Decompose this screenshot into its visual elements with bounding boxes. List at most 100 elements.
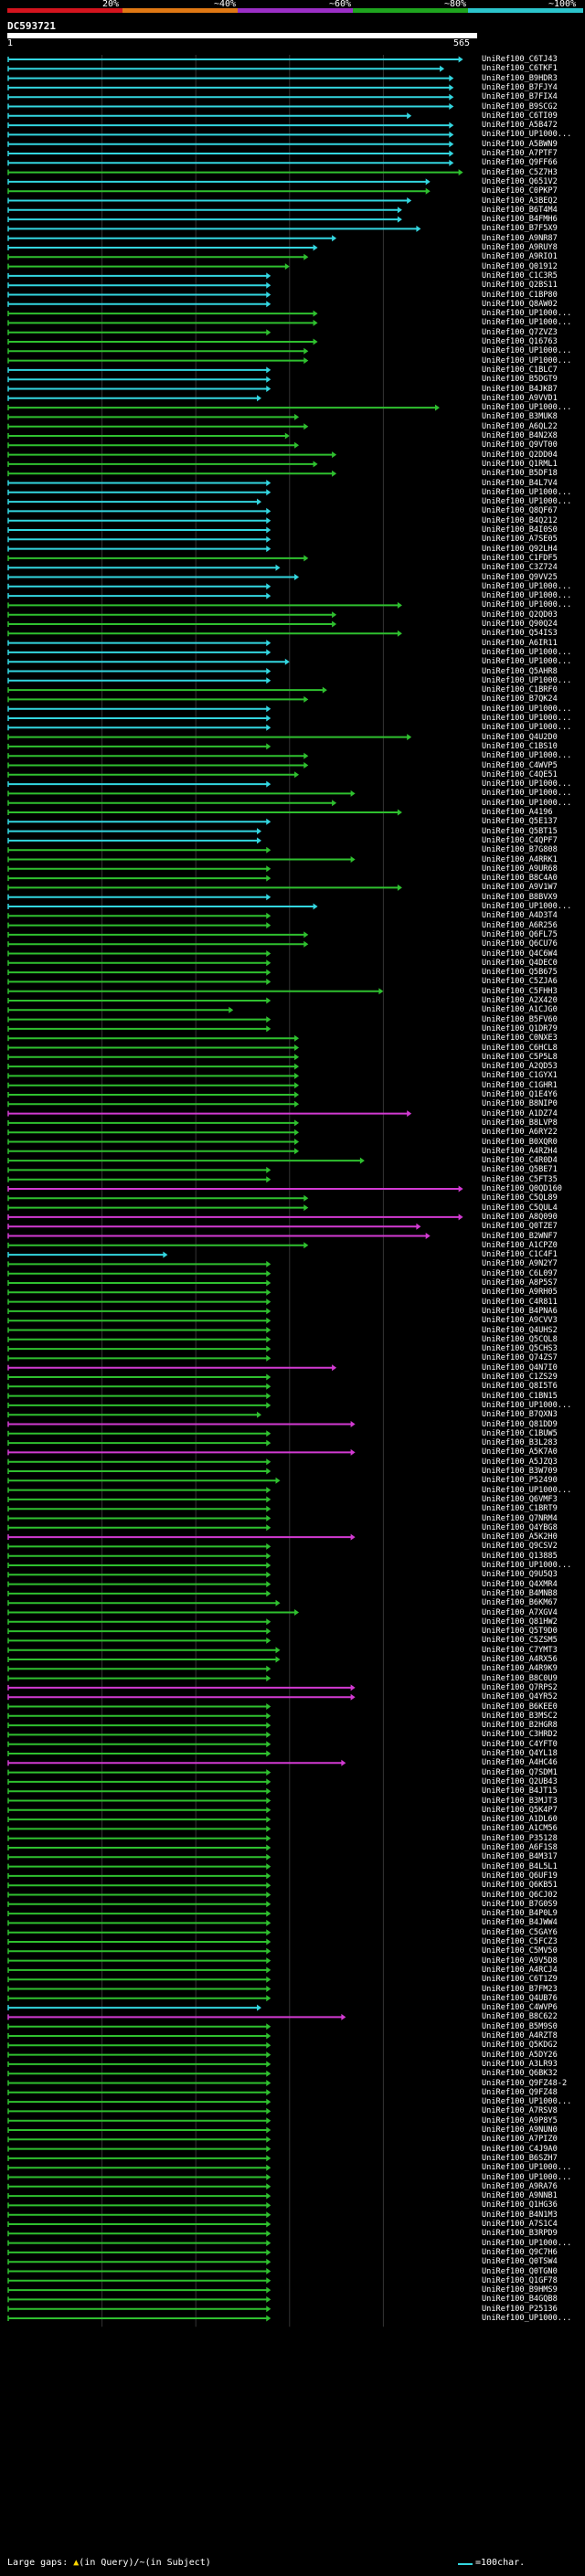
hit-row[interactable] (7, 386, 271, 392)
hit-row[interactable] (7, 1448, 356, 1456)
hit-row[interactable] (7, 931, 309, 938)
hit-label[interactable]: UniRef100_UP1000... (482, 2314, 572, 2323)
hit-row[interactable] (7, 1279, 271, 1287)
hit-label[interactable]: UniRef100_B4JKB7 (482, 384, 558, 394)
hit-label[interactable]: UniRef100_C1FDF5 (482, 553, 558, 563)
hit-label[interactable]: UniRef100_A6RY22 (482, 1128, 558, 1138)
hit-row[interactable] (7, 404, 440, 411)
hit-row[interactable] (7, 1995, 271, 2002)
hit-row[interactable] (7, 1373, 271, 1381)
hit-label[interactable]: UniRef100_A9V5D8 (482, 1956, 558, 1966)
hit-label[interactable]: UniRef100_B4FMH6 (482, 215, 558, 225)
hit-label[interactable]: UniRef100_A6IR11 (482, 638, 558, 648)
hit-row[interactable] (7, 1825, 271, 1832)
hit-row[interactable] (7, 780, 271, 788)
hit-row[interactable] (7, 1609, 300, 1616)
hit-label[interactable]: UniRef100_A7XGV4 (482, 1607, 558, 1617)
hit-row[interactable] (7, 1929, 271, 1936)
hit-row[interactable] (7, 1797, 271, 1804)
hit-label[interactable]: UniRef100_UP1000... (482, 779, 572, 790)
hit-row[interactable] (7, 1562, 271, 1569)
hit-row[interactable] (7, 187, 431, 195)
hit-row[interactable] (7, 1844, 271, 1851)
hit-label[interactable]: UniRef100_C5Z7H3 (482, 167, 558, 177)
hit-label[interactable]: UniRef100_C4J9A0 (482, 2144, 558, 2154)
hit-row[interactable] (7, 790, 356, 797)
hit-label[interactable]: UniRef100_Q6VMF3 (482, 1494, 558, 1504)
hit-row[interactable] (7, 1308, 271, 1315)
hit-label[interactable]: UniRef100_Q6CU76 (482, 939, 558, 949)
hit-label[interactable]: UniRef100_B4Q212 (482, 515, 558, 525)
hit-row[interactable] (7, 2041, 271, 2049)
hit-row[interactable] (7, 649, 271, 656)
hit-row[interactable] (7, 292, 271, 298)
hit-row[interactable] (7, 2089, 271, 2096)
hit-label[interactable]: UniRef100_C4QE51 (482, 769, 558, 779)
hit-row[interactable] (7, 818, 271, 825)
hit-row[interactable] (7, 837, 262, 844)
hit-row[interactable] (7, 1411, 262, 1418)
hit-label[interactable]: UniRef100_Q01912 (482, 261, 558, 271)
hit-row[interactable] (7, 432, 290, 440)
hit-row[interactable] (7, 1571, 271, 1578)
hit-row[interactable] (7, 592, 271, 599)
hit-row[interactable] (7, 150, 454, 157)
hit-label[interactable]: UniRef100_Q81HW2 (482, 1617, 558, 1627)
hit-row[interactable] (7, 1139, 300, 1145)
hit-label[interactable]: UniRef100_C1C3R5 (482, 270, 558, 281)
hit-label[interactable]: UniRef100_C4QPF7 (482, 835, 558, 845)
hit-label[interactable]: UniRef100_B7QK24 (482, 694, 558, 705)
hit-row[interactable] (7, 451, 337, 459)
hit-row[interactable] (7, 1025, 271, 1033)
hit-label[interactable]: UniRef100_Q5BE71 (482, 1165, 558, 1175)
hit-label[interactable]: UniRef100_C1BLC7 (482, 365, 558, 375)
hit-row[interactable] (7, 620, 337, 628)
hit-row[interactable] (7, 2268, 271, 2274)
hit-label[interactable]: UniRef100_A4196 (482, 808, 553, 817)
hit-row[interactable] (7, 159, 454, 166)
hit-label[interactable]: UniRef100_A1DZ74 (482, 1108, 558, 1118)
hit-row[interactable] (7, 2126, 271, 2134)
hit-label[interactable]: UniRef100_UP1000... (482, 346, 572, 356)
hit-row[interactable] (7, 2032, 271, 2040)
hit-label[interactable]: UniRef100_UP1000... (482, 723, 572, 733)
hit-row[interactable] (7, 2240, 271, 2247)
hit-label[interactable]: UniRef100_Q651V2 (482, 176, 558, 186)
hit-row[interactable] (7, 2258, 271, 2265)
hit-row[interactable] (7, 1882, 271, 1889)
hit-label[interactable]: UniRef100_Q8QF67 (482, 506, 558, 516)
hit-label[interactable]: UniRef100_B3MSC2 (482, 1711, 558, 1721)
hit-label[interactable]: UniRef100_A5BWN9 (482, 139, 558, 149)
hit-row[interactable] (7, 1383, 271, 1390)
hit-row[interactable] (7, 1731, 271, 1738)
hit-row[interactable] (7, 216, 402, 223)
hit-label[interactable]: UniRef100_UP1000... (482, 704, 572, 714)
hit-label[interactable]: UniRef100_A4R9K9 (482, 1664, 558, 1674)
hit-row[interactable] (7, 912, 271, 919)
hit-row[interactable] (7, 1778, 271, 1786)
hit-row[interactable] (7, 884, 402, 891)
hit-row[interactable] (7, 2004, 262, 2011)
hit-label[interactable]: UniRef100_B4M317 (482, 1852, 558, 1862)
hit-label[interactable]: UniRef100_B9HDR3 (482, 73, 558, 83)
hit-row[interactable] (7, 658, 290, 665)
hit-row[interactable] (7, 2183, 271, 2190)
hit-label[interactable]: UniRef100_Q4YL18 (482, 1749, 558, 1758)
hit-label[interactable]: UniRef100_UP1000... (482, 403, 572, 413)
hit-label[interactable]: UniRef100_C4WVP5 (482, 760, 558, 770)
hit-label[interactable]: UniRef100_UP1000... (482, 1485, 572, 1495)
hit-label[interactable]: UniRef100_Q6FL75 (482, 929, 558, 939)
hit-label[interactable]: UniRef100_A5B472 (482, 121, 558, 131)
hit-row[interactable] (7, 1787, 271, 1795)
hit-row[interactable] (7, 959, 271, 967)
hit-row[interactable] (7, 724, 271, 731)
hit-row[interactable] (7, 978, 271, 985)
hit-label[interactable]: UniRef100_C7YMT3 (482, 1645, 558, 1655)
hit-label[interactable]: UniRef100_Q4N7I0 (482, 1362, 558, 1373)
hit-row[interactable] (7, 1627, 271, 1635)
hit-row[interactable] (7, 1402, 271, 1409)
hit-row[interactable] (7, 347, 309, 355)
hit-label[interactable]: UniRef100_Q7RPS2 (482, 1682, 558, 1692)
hit-label[interactable]: UniRef100_Q2UB43 (482, 1776, 558, 1786)
hit-label[interactable]: UniRef100_B2HGR8 (482, 1721, 558, 1731)
